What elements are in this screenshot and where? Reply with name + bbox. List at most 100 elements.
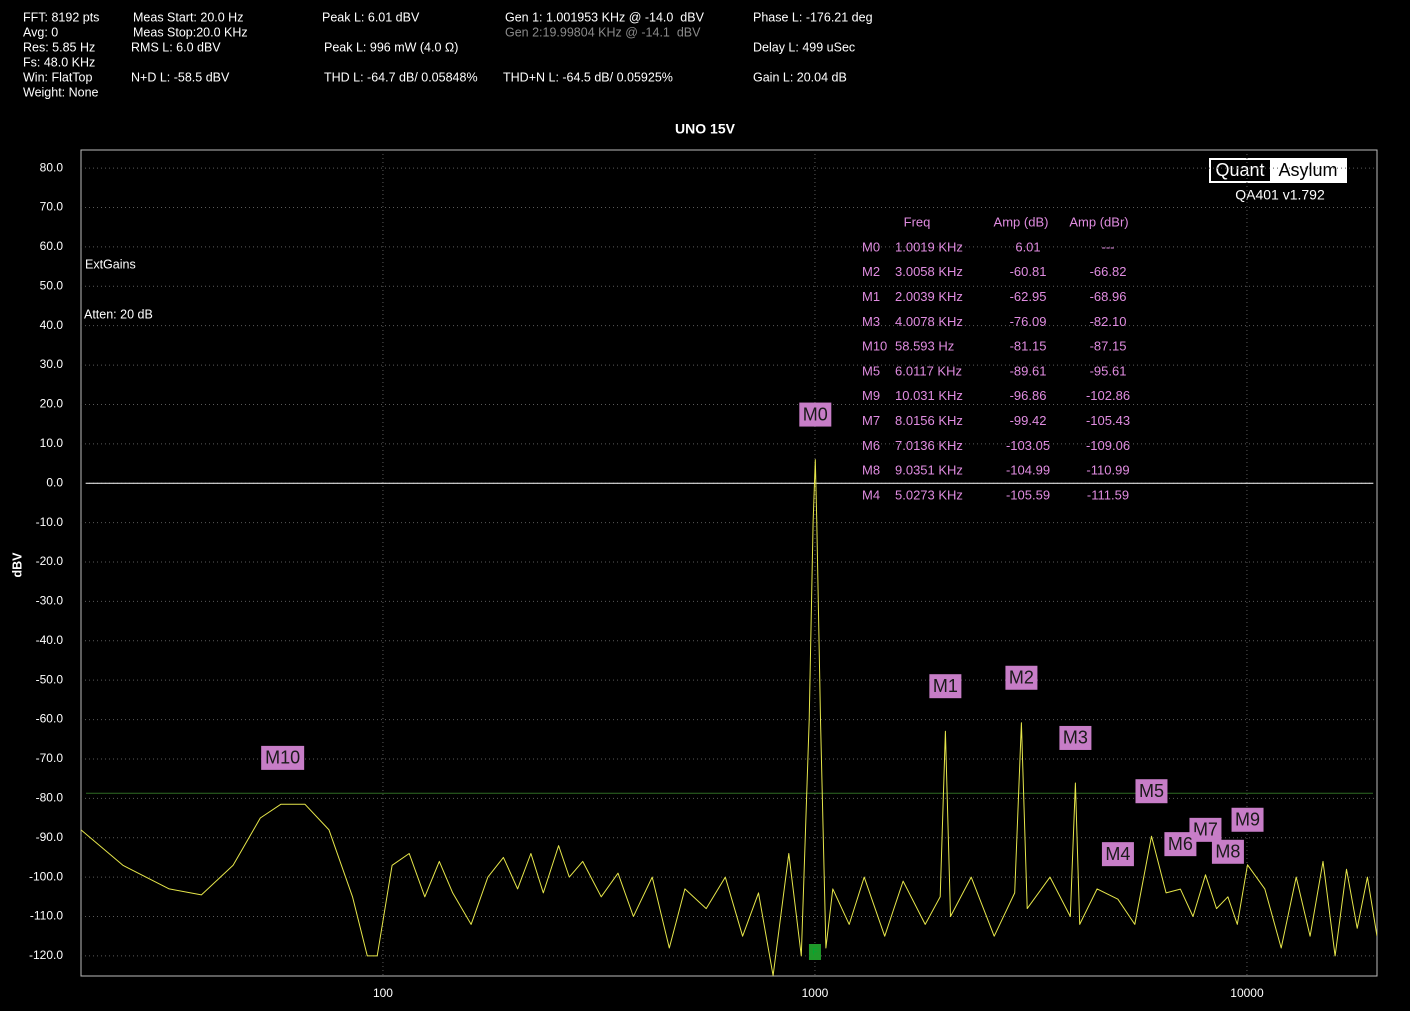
logo-left: Quant xyxy=(1215,160,1264,180)
spectrum-line xyxy=(81,459,1377,976)
status: Phase L: -176.21 deg xyxy=(753,10,873,24)
table-name: M6 xyxy=(862,438,880,453)
table-dbr: -68.96 xyxy=(1090,289,1127,304)
table-name: M5 xyxy=(862,363,880,378)
table-amp: -99.42 xyxy=(1010,413,1047,428)
marker-label: M6 xyxy=(1168,834,1193,854)
status: Gen 2:19.99804 KHz @ -14.1 dBV xyxy=(505,25,701,39)
y-tick-label: 50.0 xyxy=(40,278,64,292)
y-tick-label: -40.0 xyxy=(36,633,64,647)
y-tick-label: -90.0 xyxy=(36,830,64,844)
marker-label: M9 xyxy=(1235,810,1260,830)
table-amp: -96.86 xyxy=(1010,388,1047,403)
table-name: M2 xyxy=(862,264,880,279)
flag-label: F xyxy=(812,946,818,956)
marker-label: M3 xyxy=(1063,728,1088,748)
marker-label: M4 xyxy=(1105,844,1130,864)
marker-label: M10 xyxy=(265,748,300,768)
marker-label: M1 xyxy=(933,676,958,696)
y-tick-label: -20.0 xyxy=(36,554,64,568)
table-amp: -60.81 xyxy=(1010,264,1047,279)
status: Avg: 0 xyxy=(23,25,58,39)
marker-label: M8 xyxy=(1215,842,1240,862)
table-header: Amp (dBr) xyxy=(1069,214,1128,229)
status: Weight: None xyxy=(23,85,99,99)
y-tick-label: -60.0 xyxy=(36,712,64,726)
table-name: M3 xyxy=(862,314,880,329)
y-tick-label: 30.0 xyxy=(40,357,64,371)
status: RMS L: 6.0 dBV xyxy=(131,40,221,54)
y-tick-label: -110.0 xyxy=(30,909,63,923)
table-name: M8 xyxy=(862,463,880,478)
table-dbr: --- xyxy=(1102,239,1115,254)
status: THD+N L: -64.5 dB/ 0.05925% xyxy=(503,70,673,84)
y-tick-label: -30.0 xyxy=(36,594,64,608)
table-amp: -76.09 xyxy=(1010,314,1047,329)
table-freq: 4.0078 KHz xyxy=(895,314,963,329)
table-name: M7 xyxy=(862,413,880,428)
marker-box xyxy=(1164,832,1197,857)
status: Res: 5.85 Hz xyxy=(23,40,95,54)
y-tick-label: -80.0 xyxy=(36,791,64,805)
y-tick-label: 60.0 xyxy=(40,239,64,253)
table-freq: 3.0058 KHz xyxy=(895,264,963,279)
y-tick-label: -70.0 xyxy=(36,751,64,765)
table-freq: 6.0117 KHz xyxy=(895,363,962,378)
status: Delay L: 499 uSec xyxy=(753,40,855,54)
table-amp: -105.59 xyxy=(1006,487,1050,502)
fundamental-flag xyxy=(808,944,821,960)
y-tick-label: -50.0 xyxy=(36,672,64,686)
x-tick-label: 10000 xyxy=(1230,986,1264,1000)
table-header: Amp (dB) xyxy=(994,214,1049,229)
status-panel: FFT: 8192 pts Avg: 0 Res: 5.85 Hz Fs: 48… xyxy=(23,10,873,99)
table-dbr: -105.43 xyxy=(1086,413,1130,428)
marker-box xyxy=(929,674,962,699)
table-amp: 6.01 xyxy=(1015,239,1040,254)
x-tick-label: 100 xyxy=(373,986,393,1000)
marker-box xyxy=(1211,839,1244,864)
table-dbr: -109.06 xyxy=(1086,438,1130,453)
marker-box xyxy=(1059,725,1092,750)
table-freq: 10.031 KHz xyxy=(895,388,963,403)
table-dbr: -95.61 xyxy=(1090,363,1127,378)
chart-title: UNO 15V xyxy=(675,121,736,137)
y-tick-label: -120.0 xyxy=(29,948,63,962)
table-name: M10 xyxy=(862,339,887,354)
y-tick-label: 0.0 xyxy=(46,475,63,489)
table-name: M4 xyxy=(862,487,880,502)
table-dbr: -87.15 xyxy=(1090,339,1127,354)
plot-frame xyxy=(80,149,1378,977)
logo: Quant Asylum QA401 v1.792 xyxy=(1209,158,1347,203)
version: QA401 v1.792 xyxy=(1235,187,1325,203)
table-freq: 8.0156 KHz xyxy=(895,413,963,428)
x-tick-label: 1000 xyxy=(802,986,829,1000)
status: N+D L: -58.5 dBV xyxy=(131,70,230,84)
status: THD L: -64.7 dB/ 0.05848% xyxy=(324,70,478,84)
table-dbr: -102.86 xyxy=(1086,388,1130,403)
table-freq: 9.0351 KHz xyxy=(895,463,963,478)
y-tick-label: 20.0 xyxy=(40,397,64,411)
table-dbr: -82.10 xyxy=(1090,314,1127,329)
status: Win: FlatTop xyxy=(23,70,93,84)
marker-box xyxy=(1005,665,1038,690)
marker-label: M5 xyxy=(1139,781,1164,801)
status: Gain L: 20.04 dB xyxy=(753,70,847,84)
table-dbr: -111.59 xyxy=(1087,487,1129,502)
table-dbr: -66.82 xyxy=(1090,264,1127,279)
status: FFT: 8192 pts xyxy=(23,10,99,24)
table-amp: -81.15 xyxy=(1010,339,1047,354)
table-name: M9 xyxy=(862,388,880,403)
table-dbr: -110.99 xyxy=(1086,463,1129,478)
status: Meas Stop:20.0 KHz xyxy=(133,25,248,39)
table-freq: 58.593 Hz xyxy=(895,339,954,354)
marker-box xyxy=(1101,842,1134,867)
table-freq: 2.0039 KHz xyxy=(895,289,963,304)
status: Gen 1: 1.001953 KHz @ -14.0 dBV xyxy=(505,10,705,24)
table-header: Freq xyxy=(904,214,931,229)
marker-box xyxy=(1231,807,1264,832)
y-axis-label: dBV xyxy=(10,552,24,578)
status: Peak L: 6.01 dBV xyxy=(322,10,420,24)
status: Peak L: 996 mW (4.0 Ω) xyxy=(324,40,458,54)
